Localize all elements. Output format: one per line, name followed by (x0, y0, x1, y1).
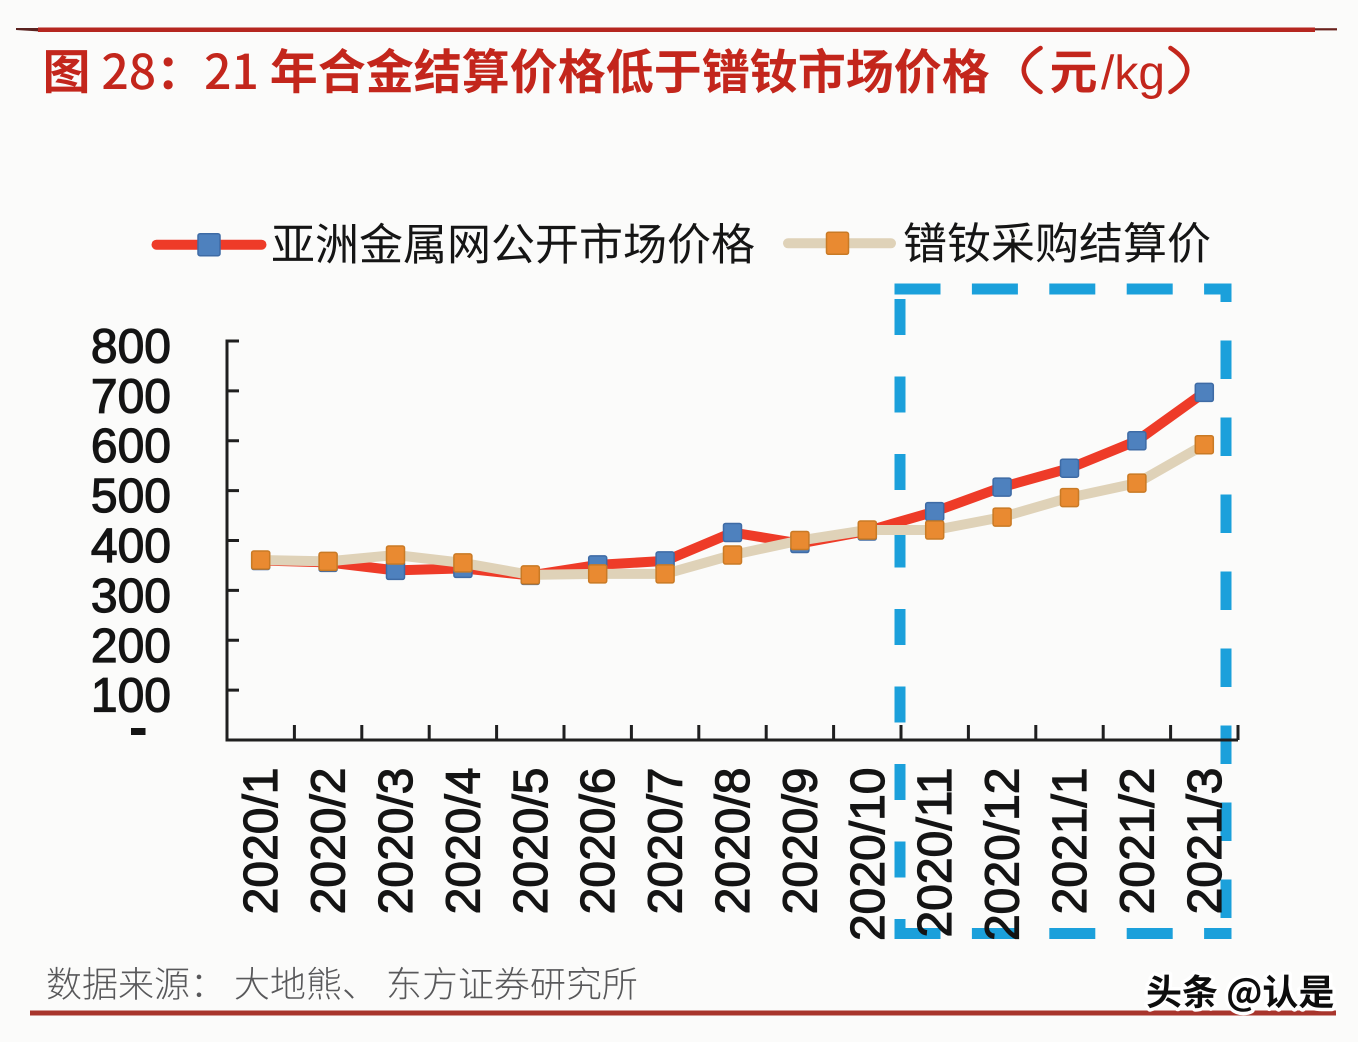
svg-text:2020/4: 2020/4 (437, 768, 490, 915)
svg-text:2020/3: 2020/3 (370, 768, 423, 915)
svg-text:500: 500 (91, 470, 171, 523)
svg-text:2020/7: 2020/7 (640, 768, 693, 915)
svg-text:2020/8: 2020/8 (707, 768, 760, 915)
svg-text:2020/2: 2020/2 (303, 768, 356, 915)
svg-text:700: 700 (91, 370, 171, 423)
svg-text:2020/6: 2020/6 (572, 768, 625, 915)
svg-text:300: 300 (91, 570, 171, 623)
svg-text:2020/5: 2020/5 (505, 768, 558, 915)
svg-text:400: 400 (91, 520, 171, 573)
svg-text:2021/2: 2021/2 (1111, 768, 1164, 915)
svg-text:2020/10: 2020/10 (842, 768, 895, 942)
svg-text:2021/3: 2021/3 (1179, 768, 1232, 915)
svg-text:2020/12: 2020/12 (977, 768, 1030, 942)
svg-text:2020/1: 2020/1 (235, 768, 288, 915)
svg-text:2020/9: 2020/9 (774, 768, 827, 915)
svg-text:2020/11: 2020/11 (909, 768, 962, 938)
svg-text:200: 200 (91, 620, 171, 673)
svg-text:2021/1: 2021/1 (1044, 768, 1097, 915)
svg-text:600: 600 (91, 420, 171, 473)
svg-text:800: 800 (91, 321, 171, 374)
svg-text:100: 100 (91, 670, 171, 723)
